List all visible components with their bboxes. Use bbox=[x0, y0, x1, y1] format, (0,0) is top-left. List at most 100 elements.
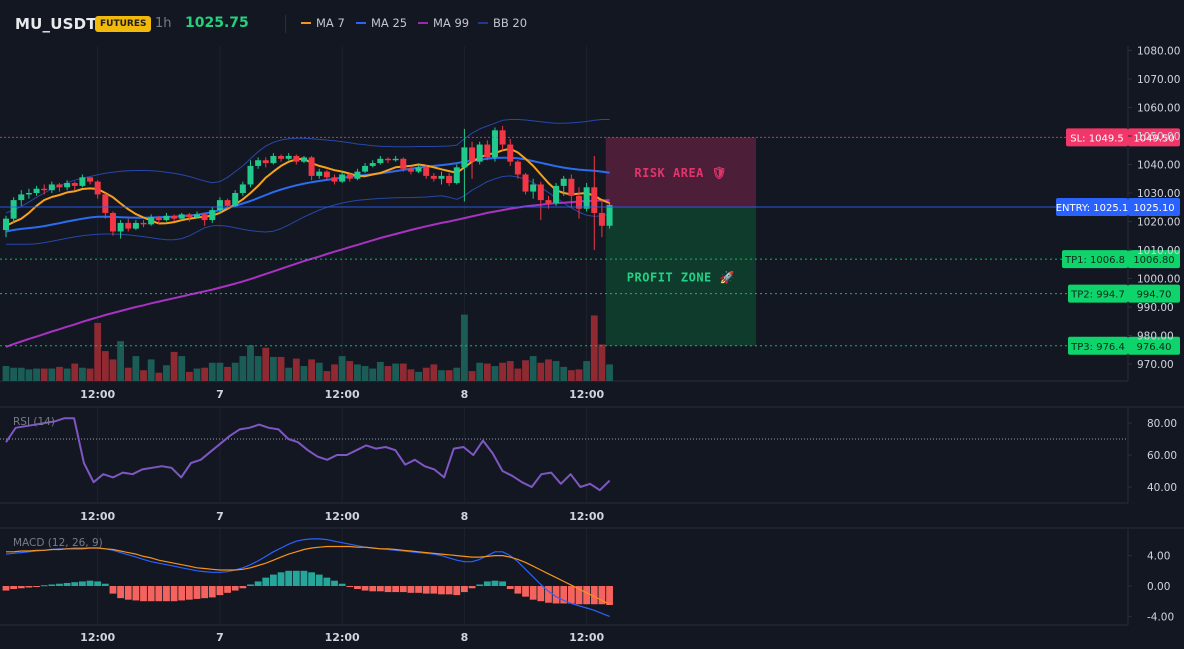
candle[interactable] bbox=[423, 164, 430, 179]
candle[interactable] bbox=[385, 157, 391, 164]
candle[interactable] bbox=[102, 193, 109, 219]
candle[interactable] bbox=[293, 154, 300, 165]
candle[interactable] bbox=[79, 174, 86, 188]
profit-zone[interactable] bbox=[605, 206, 756, 346]
candle[interactable] bbox=[316, 168, 323, 179]
candle[interactable] bbox=[25, 188, 32, 199]
candle[interactable] bbox=[354, 168, 361, 181]
candle[interactable] bbox=[171, 214, 178, 222]
candle[interactable] bbox=[576, 187, 582, 219]
candle[interactable] bbox=[64, 180, 71, 191]
candle[interactable] bbox=[346, 173, 353, 182]
candle[interactable] bbox=[285, 153, 292, 161]
candle[interactable] bbox=[255, 157, 262, 169]
candle[interactable] bbox=[446, 173, 453, 186]
candle[interactable] bbox=[560, 175, 567, 196]
candle[interactable] bbox=[201, 212, 208, 226]
risk-zone[interactable] bbox=[605, 137, 756, 207]
level-tag-entry[interactable] bbox=[1056, 197, 1128, 216]
candle[interactable] bbox=[155, 215, 162, 225]
candle[interactable] bbox=[10, 197, 17, 223]
candle[interactable] bbox=[377, 155, 384, 165]
macd-pane[interactable] bbox=[2, 538, 613, 617]
candle[interactable] bbox=[491, 127, 498, 162]
candle[interactable] bbox=[140, 220, 147, 228]
candle[interactable] bbox=[469, 141, 476, 179]
candle[interactable] bbox=[537, 181, 544, 221]
candle[interactable] bbox=[278, 154, 285, 162]
candle[interactable] bbox=[392, 155, 399, 162]
candle[interactable] bbox=[56, 183, 63, 192]
candle[interactable] bbox=[331, 174, 338, 185]
candle[interactable] bbox=[94, 180, 101, 199]
candle[interactable] bbox=[461, 128, 468, 202]
candle[interactable] bbox=[247, 160, 254, 188]
candle[interactable] bbox=[71, 181, 78, 191]
candle[interactable] bbox=[514, 160, 521, 179]
level-price-entry[interactable] bbox=[1128, 197, 1180, 216]
candle[interactable] bbox=[308, 155, 315, 181]
level-price-tp2[interactable] bbox=[1128, 284, 1180, 303]
candle[interactable] bbox=[18, 190, 25, 206]
candle[interactable] bbox=[239, 181, 246, 196]
volume-bar bbox=[499, 362, 506, 381]
candle[interactable] bbox=[262, 157, 269, 168]
legend-bb20[interactable]: BB 20 bbox=[478, 16, 527, 30]
level-tag-sl[interactable] bbox=[1066, 128, 1128, 147]
candle[interactable] bbox=[209, 207, 216, 223]
candle[interactable] bbox=[568, 174, 575, 208]
candle[interactable] bbox=[400, 157, 407, 172]
candle[interactable] bbox=[125, 218, 132, 232]
candles-layer[interactable] bbox=[3, 126, 613, 250]
candle[interactable] bbox=[270, 153, 277, 165]
candle[interactable] bbox=[476, 141, 483, 165]
candle[interactable] bbox=[530, 178, 537, 199]
candle[interactable] bbox=[438, 171, 445, 185]
legend-ma7[interactable]: MA 7 bbox=[301, 16, 345, 30]
candle[interactable] bbox=[87, 177, 94, 185]
candle[interactable] bbox=[3, 215, 9, 238]
candle[interactable] bbox=[339, 171, 346, 184]
candle[interactable] bbox=[178, 212, 185, 221]
candle[interactable] bbox=[33, 185, 40, 196]
candle[interactable] bbox=[48, 181, 55, 193]
level-tag-tp1[interactable] bbox=[1062, 250, 1128, 269]
candle[interactable] bbox=[232, 190, 239, 208]
symbol-title[interactable]: MU_USDT bbox=[15, 15, 97, 33]
candle[interactable] bbox=[186, 212, 193, 222]
legend-ma25[interactable]: MA 25 bbox=[356, 16, 407, 30]
level-tag-tp3[interactable] bbox=[1068, 336, 1128, 355]
candle[interactable] bbox=[453, 164, 460, 185]
candle[interactable] bbox=[522, 173, 529, 195]
candle[interactable] bbox=[598, 200, 605, 238]
candle[interactable] bbox=[430, 173, 437, 182]
candle[interactable] bbox=[300, 155, 307, 164]
candle[interactable] bbox=[132, 220, 139, 231]
rsi-pane[interactable] bbox=[0, 417, 1128, 492]
candle[interactable] bbox=[484, 140, 491, 161]
level-tag-tp2[interactable] bbox=[1068, 284, 1128, 303]
candle[interactable] bbox=[407, 165, 414, 175]
candle[interactable] bbox=[499, 126, 506, 151]
candle[interactable] bbox=[507, 138, 514, 166]
level-price-sl[interactable] bbox=[1128, 128, 1180, 147]
volume-bar bbox=[10, 367, 18, 381]
candle[interactable] bbox=[415, 164, 422, 174]
candle[interactable] bbox=[117, 220, 124, 239]
candle[interactable] bbox=[148, 214, 155, 226]
interval-selector[interactable]: 1h bbox=[155, 16, 172, 31]
level-price-tp1[interactable] bbox=[1128, 250, 1180, 269]
level-price-tp3[interactable] bbox=[1128, 336, 1180, 355]
candle[interactable] bbox=[369, 160, 376, 168]
candle[interactable] bbox=[216, 197, 223, 213]
candle[interactable] bbox=[362, 163, 369, 174]
candle[interactable] bbox=[323, 170, 330, 181]
candle[interactable] bbox=[591, 155, 598, 250]
candle[interactable] bbox=[41, 184, 48, 195]
candle[interactable] bbox=[194, 211, 200, 219]
candle[interactable] bbox=[553, 183, 560, 206]
candle[interactable] bbox=[163, 212, 170, 222]
candle[interactable] bbox=[109, 211, 116, 236]
legend-ma99[interactable]: MA 99 bbox=[418, 16, 469, 30]
